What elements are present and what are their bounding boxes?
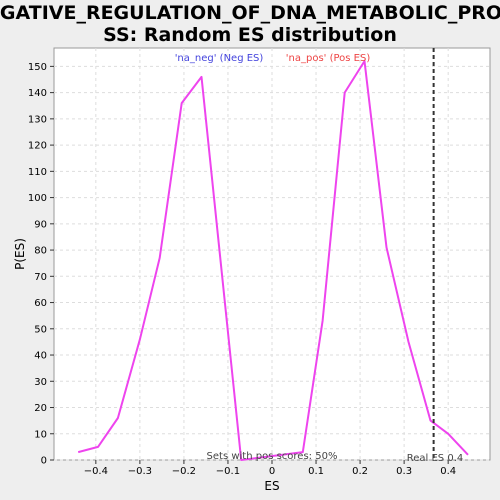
y-axis: 0 10 20 30 40 50 60 70 80 90 100 110 120 130 140 150 xyxy=(28,62,54,467)
chart-title-line-1: NEGATIVE_REGULATION_OF_DNA_METABOLIC_PRO… xyxy=(0,2,500,24)
y-tick-label: 30 xyxy=(34,377,47,388)
x-tick-label: 0 xyxy=(269,466,275,477)
y-tick-label: 130 xyxy=(28,114,47,125)
real-es-label: Real ES 0.4 xyxy=(407,453,463,464)
y-tick-label: 150 xyxy=(28,62,47,73)
y-tick-label: 120 xyxy=(28,141,47,152)
x-tick-label: 0.3 xyxy=(396,466,412,477)
x-tick-label: 0.1 xyxy=(308,466,324,477)
x-tick-label: −0.1 xyxy=(216,466,240,477)
x-tick-label: −0.3 xyxy=(128,466,152,477)
chart-title-line-2: SS: Random ES distribution xyxy=(103,24,397,46)
y-tick-label: 80 xyxy=(34,246,47,257)
y-tick-label: 110 xyxy=(28,167,47,178)
legend-pos-label: 'na_pos' (Pos ES) xyxy=(286,53,371,64)
x-tick-label: 0.2 xyxy=(352,466,368,477)
y-tick-label: 40 xyxy=(34,351,47,362)
legend-neg-label: 'na_neg' (Neg ES) xyxy=(175,53,264,64)
es-series-line xyxy=(77,60,469,461)
pos-scores-note: Sets with pos scores: 50% xyxy=(207,451,338,462)
x-axis-label: ES xyxy=(264,479,279,493)
y-tick-label: 90 xyxy=(34,219,47,230)
y-tick-label: 70 xyxy=(34,272,47,283)
y-tick-label: 20 xyxy=(34,403,47,414)
y-tick-label: 10 xyxy=(34,429,47,440)
y-tick-label: 140 xyxy=(28,88,47,99)
y-axis-label: P(ES) xyxy=(13,238,27,270)
y-tick-label: 50 xyxy=(34,324,47,335)
y-tick-label: 60 xyxy=(34,298,47,309)
x-tick-label: −0.4 xyxy=(84,466,108,477)
x-tick-label: −0.2 xyxy=(172,466,196,477)
x-axis: −0.4 −0.3 −0.2 −0.1 0 0.1 0.2 0.3 0.4 xyxy=(84,460,456,477)
y-tick-label: 0 xyxy=(41,456,47,467)
series-layer xyxy=(77,60,469,461)
x-tick-label: 0.4 xyxy=(440,466,456,477)
y-tick-label: 100 xyxy=(28,193,47,204)
